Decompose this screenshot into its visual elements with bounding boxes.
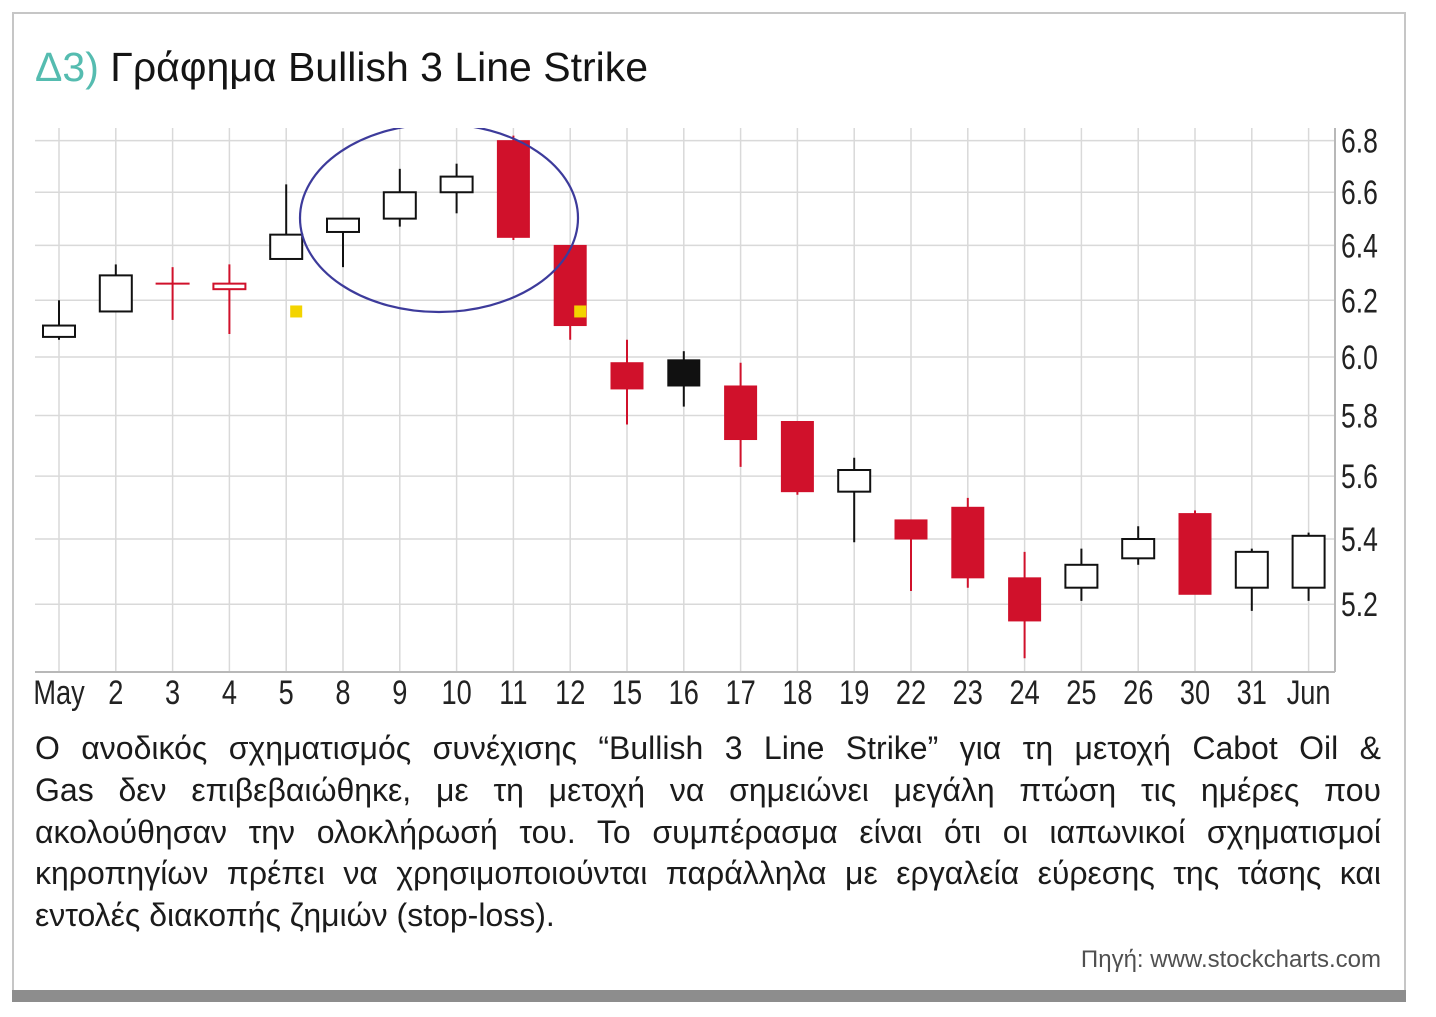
- candle-body-filled: [895, 520, 927, 539]
- description-line: κηροπηγίων πρέπει να χρησιμοποιούνται πα…: [35, 853, 1381, 895]
- x-tick-label: 26: [1123, 673, 1153, 712]
- x-tick-label: 9: [392, 673, 407, 712]
- candle-body-hollow: [43, 326, 75, 337]
- candle-body-hollow: [1122, 539, 1154, 558]
- candle: [1065, 549, 1097, 601]
- y-tick-label: 6.0: [1341, 339, 1378, 377]
- x-tick-label: 30: [1180, 673, 1210, 712]
- y-axis-labels: 5.2 5.4 5.6 5.8 6.0 6.2 6.4 6.6 6.8: [1341, 123, 1378, 624]
- candle: [781, 421, 813, 494]
- candle: [1009, 552, 1041, 658]
- candle-body-hollow: [441, 177, 473, 193]
- x-tick-label: 22: [896, 673, 926, 712]
- x-tick-label: 2: [108, 673, 123, 712]
- candle: [1293, 533, 1325, 601]
- x-tick-label: 23: [953, 673, 983, 712]
- x-tick-label: 8: [335, 673, 350, 712]
- y-tick-label: 6.8: [1341, 123, 1378, 161]
- candle: [441, 164, 473, 214]
- source-credit: Πηγή: www.stockcharts.com: [1081, 948, 1381, 972]
- candle: [43, 300, 75, 339]
- x-tick-label: 19: [839, 673, 869, 712]
- x-tick-label: 3: [165, 673, 180, 712]
- candle: [1122, 526, 1154, 565]
- candle: [1236, 549, 1268, 611]
- y-tick-label: 5.8: [1341, 397, 1378, 435]
- y-tick-label: 5.2: [1341, 586, 1378, 624]
- candle: [213, 264, 245, 334]
- candle-body-filled: [497, 141, 529, 238]
- candle: [838, 458, 870, 542]
- x-tick-label: 4: [222, 673, 237, 712]
- x-tick-label: 10: [441, 673, 471, 712]
- candle-body-hollow: [1236, 552, 1268, 588]
- candle-body-filled: [725, 386, 757, 440]
- candle: [156, 267, 190, 320]
- candle-body-hollow: [1293, 536, 1325, 588]
- candle-body-hollow: [1065, 565, 1097, 588]
- candle-body-filled: [611, 363, 643, 389]
- candle-body-hollow: [838, 470, 870, 492]
- candle: [270, 184, 302, 259]
- candle: [100, 264, 132, 311]
- candle: [327, 219, 359, 268]
- y-tick-label: 5.4: [1341, 521, 1378, 559]
- x-tick-label: 11: [499, 673, 527, 712]
- candle-body-hollow: [384, 192, 416, 218]
- description-line: Gas δεν επιβεβαιώθηκε, με τη μετοχή να σ…: [35, 770, 1381, 812]
- x-tick-label: May: [33, 673, 85, 712]
- candle-body-hollow: [100, 275, 132, 311]
- x-axis-labels: May 2 3 4 5 8 9 10 11 12 15 16 17 18 19 22 23 24 25 26 30 31 J…: [33, 673, 1330, 712]
- x-tick-label: Jun: [1287, 673, 1331, 712]
- description-line: εντολές διακοπής ζημιών (stop-loss).: [35, 895, 1381, 937]
- candle-body-hollow: [213, 284, 245, 290]
- x-tick-label: 15: [612, 673, 642, 712]
- candle: [668, 351, 700, 406]
- candle-body-hollow: [270, 235, 302, 259]
- candle: [611, 340, 643, 425]
- candle: [725, 363, 757, 467]
- y-tick-label: 6.6: [1341, 174, 1378, 212]
- candle: [384, 169, 416, 227]
- x-tick-label: 24: [1009, 673, 1039, 712]
- candle-body-hollow: [327, 219, 359, 232]
- y-tick-label: 6.2: [1341, 282, 1378, 320]
- candle-body-filled: [952, 507, 984, 578]
- candle: [952, 498, 984, 588]
- x-tick-label: 17: [725, 673, 755, 712]
- x-tick-label: 16: [669, 673, 699, 712]
- x-tick-label: 18: [782, 673, 812, 712]
- candle-body-filled: [668, 360, 700, 386]
- y-tick-label: 5.6: [1341, 458, 1378, 496]
- candle: [895, 520, 927, 591]
- description-line: Ο ανοδικός σχηματισμός συνέχισης “Bullis…: [35, 728, 1381, 770]
- x-tick-label: 25: [1066, 673, 1096, 712]
- x-tick-label: 12: [555, 673, 585, 712]
- candle: [497, 136, 529, 240]
- marker-square: [574, 305, 586, 317]
- candle-body-filled: [781, 421, 813, 491]
- description-line: ακολούθησαν την ολοκλήρωσή του. Το συμπέ…: [35, 812, 1381, 854]
- candle: [1179, 510, 1211, 594]
- x-tick-label: 5: [279, 673, 294, 712]
- candle-body-filled: [1009, 578, 1041, 621]
- y-tick-label: 6.4: [1341, 227, 1378, 265]
- marker-square: [290, 305, 302, 317]
- candle-body-filled: [1179, 514, 1211, 595]
- candle: [554, 245, 586, 339]
- x-tick-label: 31: [1237, 673, 1267, 712]
- grid-layer: [35, 128, 1335, 672]
- description: Ο ανοδικός σχηματισμός συνέχισης “Bullis…: [35, 728, 1381, 937]
